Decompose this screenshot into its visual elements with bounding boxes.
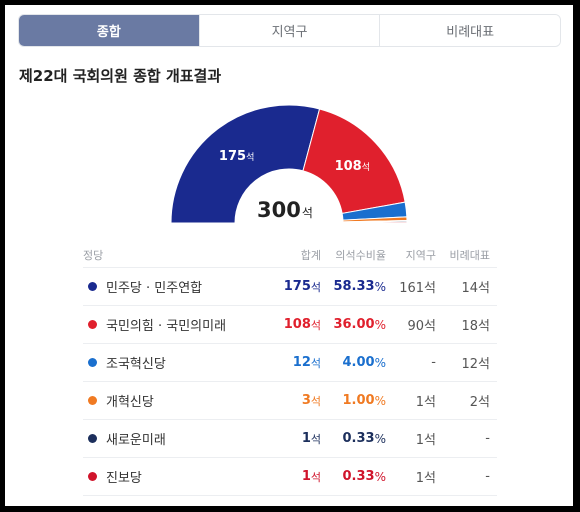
seat-chart: 175석 108석 — [5, 100, 573, 230]
party-name: 국민의힘 · 국민의미래 — [83, 306, 226, 343]
table-row: 국민의힘 · 국민의미래 108 석 36.00% 90석 18석 — [83, 306, 497, 344]
party-seats-unit: 석 — [310, 432, 321, 446]
party-ratio-value: 36.00 — [333, 317, 375, 332]
party-name-label: 국민의힘 · 국민의미래 — [106, 319, 227, 334]
table-row: 새로운미래 1 석 0.33% 1석 - — [83, 420, 497, 458]
party-ratio: 4.00% — [343, 344, 386, 381]
tab-total[interactable]: 종합 — [19, 15, 199, 46]
party-district: - — [431, 355, 436, 370]
party-seats: 175 석 — [284, 268, 321, 305]
party-ratio-unit: % — [374, 355, 386, 370]
party-name-label: 개혁신당 — [106, 395, 154, 410]
party-district: 90석 — [407, 319, 436, 334]
party-name: 민주당 · 민주연합 — [83, 268, 202, 305]
party-seats-value: 3 — [301, 393, 311, 408]
table-header: 정당 합계 의석수비율 지역구 비례대표 — [83, 242, 497, 268]
party-color-dot — [88, 434, 97, 443]
header-seats: 합계 — [300, 248, 321, 262]
party-seats-unit: 석 — [310, 318, 321, 332]
party-seats-value: 1 — [301, 431, 311, 446]
party-color-dot — [88, 320, 97, 329]
seat-slice — [170, 104, 321, 224]
party-ratio: 1.00% — [343, 382, 386, 419]
party-proportional: 18석 — [461, 319, 490, 334]
party-seats: 12 석 — [293, 344, 321, 381]
party-proportional: - — [485, 469, 490, 484]
party-district: 1석 — [415, 471, 436, 486]
party-ratio-unit: % — [374, 279, 386, 294]
party-ratio: 36.00% — [333, 306, 386, 343]
seat-slice — [302, 108, 406, 215]
total-seats-unit: 석 — [301, 206, 313, 220]
slice-label: 175석 — [219, 149, 254, 164]
party-ratio-value: 58.33 — [333, 279, 375, 294]
party-proportional: 12석 — [461, 357, 490, 372]
party-name-label: 진보당 — [106, 471, 142, 486]
party-seats: 108 석 — [284, 306, 321, 343]
seat-semicircle-chart: 175석 108석 — [170, 104, 408, 224]
party-name: 진보당 — [83, 458, 142, 495]
total-seats-value: 300 — [257, 198, 301, 222]
party-ratio-value: 1.00 — [342, 393, 375, 408]
result-tabs: 종합 지역구 비례대표 — [18, 14, 561, 47]
party-ratio-value: 0.33 — [342, 469, 375, 484]
header-party: 정당 — [83, 248, 104, 262]
party-seats-value: 108 — [283, 317, 311, 332]
header-proportional: 비례대표 — [449, 248, 490, 262]
party-name-label: 새로운미래 — [106, 433, 166, 448]
total-seats: 300석 — [257, 198, 313, 222]
party-ratio-value: 4.00 — [342, 355, 375, 370]
party-ratio-unit: % — [374, 469, 386, 484]
party-color-dot — [88, 472, 97, 481]
page-title: 제22대 국회의원 종합 개표결과 — [19, 67, 222, 85]
party-district: 161석 — [399, 281, 436, 296]
table-row: 개혁신당 3 석 1.00% 1석 2석 — [83, 382, 497, 420]
party-seats-value: 1 — [301, 469, 311, 484]
party-name: 새로운미래 — [83, 420, 166, 457]
party-seats-value: 175 — [283, 279, 311, 294]
party-ratio: 0.33% — [343, 420, 386, 457]
party-seats-unit: 석 — [310, 394, 321, 408]
party-seats-value: 12 — [292, 355, 311, 370]
party-color-dot — [88, 396, 97, 405]
party-district: 1석 — [415, 433, 436, 448]
slice-label: 108석 — [335, 159, 370, 174]
party-ratio-unit: % — [374, 431, 386, 446]
party-ratio: 0.33% — [343, 458, 386, 495]
header-district: 지역구 — [405, 248, 436, 262]
party-name: 조국혁신당 — [83, 344, 166, 381]
party-ratio-unit: % — [374, 393, 386, 408]
party-proportional: 2석 — [469, 395, 490, 410]
party-ratio-value: 0.33 — [342, 431, 375, 446]
tab-district[interactable]: 지역구 — [198, 15, 380, 46]
party-proportional: - — [485, 431, 490, 446]
party-color-dot — [88, 282, 97, 291]
table-row: 조국혁신당 12 석 4.00% - 12석 — [83, 344, 497, 382]
tab-proportional[interactable]: 비례대표 — [379, 15, 560, 46]
party-color-dot — [88, 358, 97, 367]
party-seats-unit: 석 — [310, 356, 321, 370]
seat-slice — [342, 221, 408, 224]
party-proportional: 14석 — [461, 281, 490, 296]
party-name-label: 조국혁신당 — [106, 357, 166, 372]
party-table: 정당 합계 의석수비율 지역구 비례대표 민주당 · 민주연합 175 석 58.33… — [83, 242, 497, 496]
party-name-label: 민주당 · 민주연합 — [106, 281, 203, 296]
table-row: 진보당 1 석 0.33% 1석 - — [83, 458, 497, 496]
party-district: 1석 — [415, 395, 436, 410]
header-ratio: 의석수비율 — [335, 248, 386, 262]
party-ratio-unit: % — [374, 317, 386, 332]
party-seats-unit: 석 — [310, 280, 321, 294]
table-row: 민주당 · 민주연합 175 석 58.33% 161석 14석 — [83, 268, 497, 306]
party-seats-unit: 석 — [310, 470, 321, 484]
party-name: 개혁신당 — [83, 382, 154, 419]
results-panel: 종합 지역구 비례대표 제22대 국회의원 종합 개표결과 175석 108석 3… — [5, 5, 573, 506]
party-ratio: 58.33% — [333, 268, 386, 305]
